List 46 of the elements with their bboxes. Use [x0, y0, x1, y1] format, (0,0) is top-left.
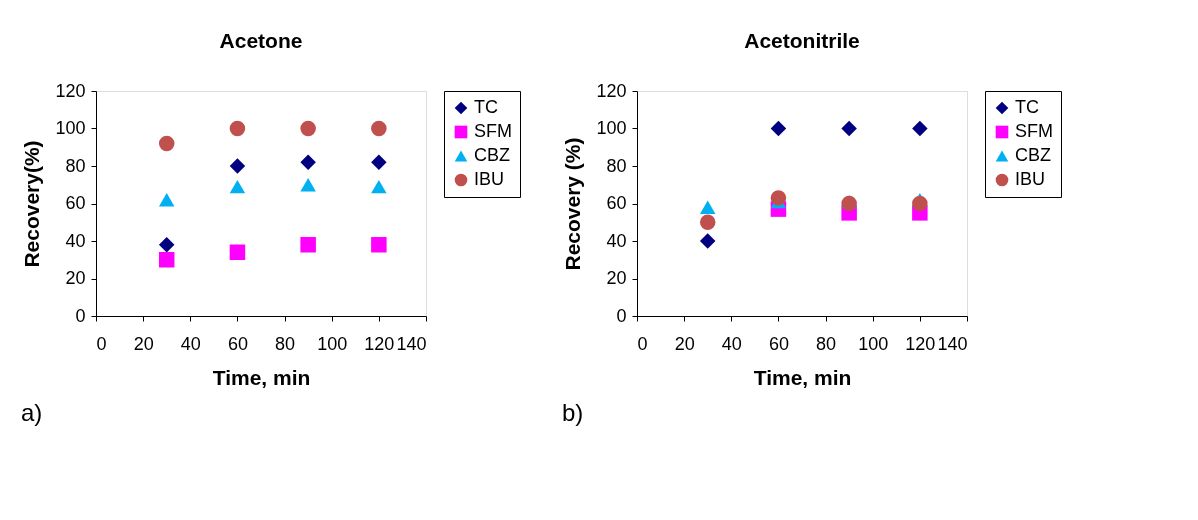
y-tick-label: 80: [65, 155, 86, 176]
y-tick-label: 0: [75, 305, 86, 326]
legend-label: IBU: [1015, 169, 1046, 189]
legend-label: TC: [474, 97, 498, 117]
legend-label: TC: [1015, 97, 1039, 117]
legend-label: SFM: [474, 121, 512, 141]
x-tick-label: 80: [275, 333, 296, 354]
y-tick-label: 60: [606, 193, 627, 213]
y-tick-label: 60: [65, 193, 86, 213]
x-tick-label: 20: [133, 333, 154, 354]
x-tick-label: 20: [674, 333, 695, 354]
x-tick-label: 100: [858, 333, 889, 354]
x-tick-label: 60: [768, 333, 789, 354]
x-tick-label: 0: [637, 333, 648, 354]
y-axis-title: Recovery (%): [561, 137, 585, 271]
y-tick-label: 20: [65, 268, 86, 288]
x-axis-title: Time, min: [212, 365, 311, 389]
legend-label: IBU: [474, 169, 505, 189]
x-tick-label: 120: [364, 333, 395, 354]
y-tick-label: 40: [606, 230, 627, 251]
x-tick-label: 100: [317, 333, 348, 354]
y-tick-label: 20: [606, 268, 627, 288]
x-tick-label: 40: [721, 333, 742, 354]
legend-label: SFM: [1015, 121, 1053, 141]
y-tick-label: 120: [596, 80, 627, 101]
x-tick-label: 140: [937, 333, 968, 354]
y-tick-label: 120: [55, 80, 86, 101]
chart-title: Acetone: [219, 29, 303, 52]
y-tick-label: 40: [65, 230, 86, 251]
y-tick-label: 100: [55, 118, 86, 138]
y-axis-title: Recovery(%): [20, 140, 44, 268]
text: b): [562, 399, 584, 426]
x-tick-label: 0: [96, 333, 107, 354]
y-tick-label: 100: [596, 118, 627, 138]
y-tick-label: 0: [616, 305, 627, 326]
x-tick-label: 40: [180, 333, 201, 354]
x-tick-label: 60: [227, 333, 248, 354]
text: a): [21, 399, 43, 426]
y-tick-label: 80: [606, 155, 627, 176]
x-tick-label: 140: [396, 333, 427, 354]
legend-label: CBZ: [1015, 145, 1051, 165]
x-tick-label: 120: [905, 333, 936, 354]
legend-label: CBZ: [474, 145, 510, 165]
x-axis-title: Time, min: [753, 365, 852, 389]
chart-title: Acetonitrile: [744, 29, 860, 52]
x-tick-label: 80: [816, 333, 837, 354]
